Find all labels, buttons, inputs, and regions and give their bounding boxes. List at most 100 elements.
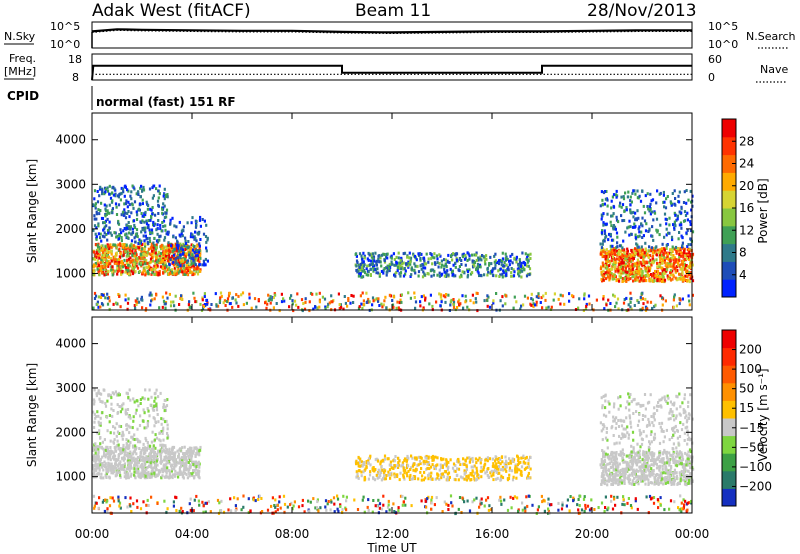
power-cell: [613, 277, 616, 281]
power-cell: [140, 250, 143, 254]
power-cell: [661, 249, 664, 253]
power-cell: [179, 251, 182, 255]
velocity-cell: [163, 398, 166, 402]
velocity-cell: [374, 468, 377, 471]
velocity-cell: [140, 455, 143, 459]
power-cell: [189, 263, 192, 267]
power-cell: [110, 259, 113, 263]
power-cell: [673, 261, 676, 265]
power-cell: [129, 244, 132, 248]
power-cell: [636, 299, 639, 303]
power-cell: [141, 306, 144, 310]
power-cell: [165, 232, 168, 236]
power-cell: [374, 251, 377, 255]
power-cell: [601, 213, 604, 217]
power-cell: [629, 297, 632, 301]
power-cell: [94, 253, 97, 257]
velocity-cell: [165, 456, 168, 460]
power-cell: [433, 256, 436, 260]
power-cell: [641, 306, 644, 310]
velocity-cell: [103, 438, 106, 442]
power-cell: [665, 243, 668, 247]
velocity-cell: [401, 461, 405, 465]
velocity-cell: [446, 476, 449, 480]
power-cell: [136, 259, 139, 263]
power-cell: [659, 223, 662, 227]
velocity-cell: [93, 420, 96, 424]
power-cell: [133, 252, 136, 256]
velocity-cell: [168, 476, 171, 480]
velocity-cell: [124, 470, 127, 474]
power-cell: [101, 256, 104, 260]
velocity-cell: [157, 470, 161, 473]
power-cell: [296, 292, 299, 296]
power-cell: [164, 249, 168, 253]
power-cell: [173, 256, 176, 260]
power-cell: [369, 267, 372, 271]
velocity-cell: [133, 467, 136, 471]
power-cell: [144, 251, 147, 255]
power-cell: [661, 303, 664, 307]
power-cell: [433, 269, 436, 273]
power-cell: [616, 241, 619, 245]
power-cell: [640, 252, 643, 256]
velocity-cell: [109, 458, 112, 462]
power-cell: [684, 254, 687, 258]
power-cell: [187, 240, 190, 243]
velocity-cell: [494, 467, 497, 471]
power-cell: [93, 291, 97, 295]
power-cell: [291, 299, 294, 303]
power-cell: [512, 306, 515, 310]
power-cell: [129, 256, 132, 260]
power-cell: [618, 271, 621, 275]
power-cell: [651, 210, 654, 214]
power-cell: [634, 247, 637, 251]
power-cell: [630, 200, 633, 204]
power-cell: [494, 263, 497, 267]
power-cell: [609, 253, 612, 257]
power-cell: [126, 212, 129, 215]
velocity-cell: [139, 440, 142, 444]
power-cell: [135, 232, 138, 236]
power-cell: [104, 267, 107, 271]
power-cell: [112, 193, 115, 197]
power-cell: [98, 273, 101, 277]
power-cell: [186, 221, 189, 225]
power-cell: [466, 259, 469, 262]
power-cell: [649, 212, 652, 216]
power-cell: [151, 252, 154, 256]
power-cell: [502, 270, 506, 274]
power-cell: [96, 248, 99, 252]
power-cell: [472, 265, 475, 269]
velocity-cell: [154, 404, 158, 408]
power-cell: [390, 256, 393, 260]
power-cell: [158, 192, 161, 196]
power-cell: [312, 307, 315, 311]
power-cell: [117, 237, 121, 240]
power-cell: [623, 298, 626, 301]
power-cell: [110, 245, 113, 249]
power-cell: [419, 300, 422, 304]
power-cell: [373, 259, 376, 263]
power-cell: [547, 305, 550, 309]
power-cell: [106, 217, 109, 221]
velocity-cell: [151, 455, 155, 458]
velocity-cell: [101, 440, 104, 444]
power-cell: [464, 263, 467, 267]
power-cell: [608, 259, 611, 263]
velocity-cell: [446, 472, 449, 476]
power-cell: [135, 264, 138, 268]
velocity-cell: [483, 463, 486, 467]
power-cell: [179, 267, 183, 271]
power-cell: [93, 217, 96, 221]
power-cell: [625, 280, 628, 283]
power-cell: [160, 247, 163, 251]
power-cell: [438, 253, 441, 257]
power-cell: [130, 269, 133, 273]
velocity-cell: [417, 463, 420, 467]
velocity-cell: [92, 446, 95, 450]
power-cell: [163, 250, 166, 254]
velocity-cell: [99, 400, 102, 403]
velocity-cell: [108, 475, 111, 479]
power-cell: [175, 261, 178, 265]
